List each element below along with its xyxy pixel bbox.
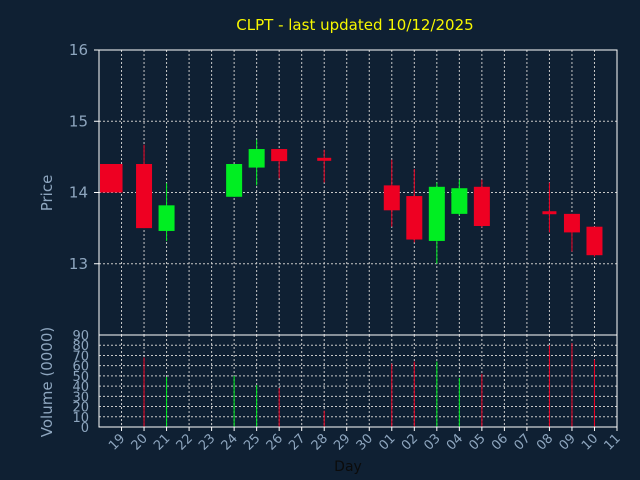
volume-tick-label: 0 [81, 421, 89, 436]
volume-tick-label: 10 [72, 411, 89, 426]
x-tick-label: 29 [331, 431, 353, 453]
volume-tick-label: 30 [72, 390, 89, 405]
x-axis-label: Day [334, 459, 362, 475]
candle [406, 168, 423, 243]
candle-body [586, 226, 603, 256]
x-tick-label: 01 [376, 431, 398, 453]
candle-body [158, 205, 175, 231]
x-ticks: 19 20 21 22 23 24 25 26 27 28 29 30 01 02 03 04 05 06 07 08… [106, 427, 624, 454]
price-tick-label: 14 [69, 184, 88, 202]
candle-body [473, 186, 490, 226]
candle [248, 139, 265, 186]
x-tick-label: 06 [489, 431, 511, 453]
candle-body [226, 164, 243, 197]
volume-tick-label: 70 [72, 349, 89, 364]
candle [473, 179, 490, 228]
volume-tick-label: 90 [72, 329, 89, 344]
x-tick-label: 27 [286, 431, 308, 453]
candle [136, 144, 153, 229]
candle-body [406, 196, 423, 240]
price-gridlines [99, 49, 617, 335]
x-tick-label: 10 [579, 431, 601, 453]
candle-body [271, 149, 288, 162]
volume-y-axis-label: Volume (0000) [38, 327, 56, 437]
x-tick-label: 28 [309, 431, 331, 453]
x-tick-label: 20 [129, 431, 151, 453]
x-tick-label: 24 [219, 431, 241, 453]
candle [563, 213, 580, 252]
candle [428, 182, 445, 264]
candle-body [383, 185, 400, 211]
x-tick-label: 07 [511, 431, 533, 453]
volume-tick-label: 80 [72, 339, 89, 354]
price-tick-label: 16 [69, 41, 88, 59]
x-tick-label: 09 [556, 431, 578, 453]
candle-body [428, 186, 445, 241]
price-tick-label: 13 [69, 255, 88, 273]
candle [226, 164, 243, 197]
x-tick-label: 05 [466, 431, 488, 453]
volume-tick-label: 60 [72, 360, 89, 375]
candle-body [451, 188, 468, 214]
volume-tick-label: 40 [72, 380, 89, 395]
volume-gridlines [99, 334, 617, 428]
x-tick-label: 30 [354, 431, 376, 453]
candle-body [563, 213, 580, 233]
candle-body [136, 164, 153, 229]
price-y-ticks: 13 14 15 16 [69, 41, 99, 273]
volume-bars-layer [143, 343, 595, 427]
candle [586, 226, 603, 257]
x-tick-label: 02 [399, 431, 421, 453]
candle [271, 149, 288, 179]
candle [158, 183, 175, 241]
x-tick-label: 03 [421, 431, 443, 453]
candle [451, 179, 468, 216]
candle [100, 164, 123, 193]
x-tick-label: 11 [602, 431, 624, 453]
price-y-axis-label: Price [38, 175, 56, 212]
candle [317, 149, 332, 183]
x-tick-label: 21 [151, 431, 173, 453]
chart-title: CLPT - last updated 10/12/2025 [236, 16, 473, 34]
volume-tick-label: 50 [72, 370, 89, 385]
x-tick-label: 04 [444, 431, 466, 453]
price-tick-label: 15 [69, 112, 88, 130]
candle [542, 182, 557, 233]
x-tick-label: 23 [196, 431, 218, 453]
x-tick-label: 22 [174, 431, 196, 453]
candle-body [248, 149, 265, 168]
volume-tick-label: 20 [72, 401, 89, 416]
x-tick-label: 25 [241, 431, 263, 453]
candle-body [100, 164, 123, 193]
volume-panel-frame [98, 334, 618, 428]
x-tick-label: 19 [106, 431, 128, 453]
x-tick-label: 26 [264, 431, 286, 453]
candles-layer [100, 139, 603, 264]
x-tick-label: 08 [534, 431, 556, 453]
candle [383, 159, 400, 227]
